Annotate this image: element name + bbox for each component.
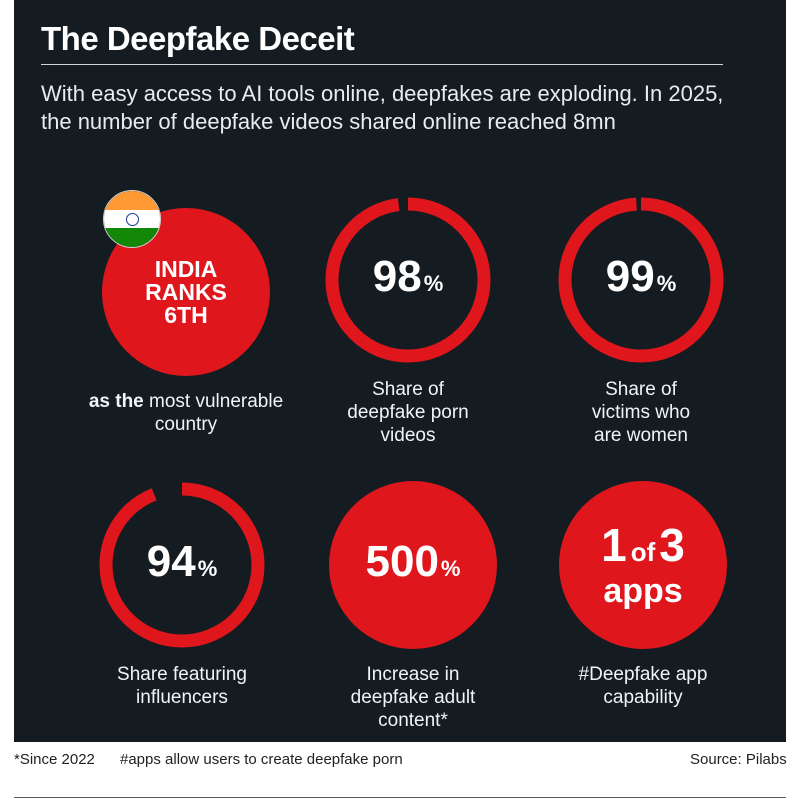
women-share-unit: % xyxy=(656,270,677,296)
stat-women-share: 99% Share of victims who are women xyxy=(536,196,746,447)
women-share-ring: 99% xyxy=(557,196,725,364)
porn-share-number: 98 xyxy=(372,251,422,301)
progress-arc xyxy=(558,197,724,363)
india-rank-caption-text: most vulnerable country xyxy=(143,391,284,435)
app-capability-of: of xyxy=(630,536,656,567)
infographic-panel: The Deepfake Deceit With easy access to … xyxy=(14,0,786,742)
india-rank-caption-bold: as the xyxy=(88,391,144,412)
title-divider xyxy=(41,64,723,65)
stat-influencers-share: 94% Share featuring influencers xyxy=(77,481,287,709)
india-flag-icon xyxy=(103,190,161,248)
stat-app-capability: 1 of3 apps #Deepfake app capability xyxy=(538,481,748,709)
porn-share-value: 98% xyxy=(372,251,444,306)
bottom-divider xyxy=(14,797,786,798)
stat-porn-share: 98% Share of deepfake porn videos xyxy=(303,196,513,447)
india-rank-caption: as the most vulnerable country xyxy=(81,390,291,436)
footnote-since: *Since 2022 xyxy=(14,751,95,768)
adult-increase-caption: Increase in deepfake adult content* xyxy=(350,664,476,731)
progress-arc xyxy=(99,482,265,648)
stat-adult-increase: 500% Increase in deepfake adult content* xyxy=(308,481,518,732)
app-capability-num2: 3 xyxy=(659,518,685,571)
india-rank-line-3: 6TH xyxy=(164,301,208,328)
women-share-number: 99 xyxy=(605,251,655,301)
stat-india-rank: INDIA RANKS 6TH as the most vulnerable c… xyxy=(81,208,291,436)
app-capability-caption: #Deepfake app capability xyxy=(578,664,708,708)
app-capability-num1: 1 xyxy=(601,518,627,571)
page-title: The Deepfake Deceit xyxy=(41,20,355,57)
women-share-ring-graphic xyxy=(558,197,724,363)
source-credit: Source: Pilabs xyxy=(690,751,787,768)
app-capability-ratio: 1 of3 xyxy=(601,522,685,574)
india-rank-line-2: RANKS xyxy=(145,278,227,305)
porn-share-ring-graphic xyxy=(325,197,491,363)
women-share-value: 99% xyxy=(605,251,677,306)
porn-share-unit: % xyxy=(423,270,444,296)
app-capability-apps: apps xyxy=(603,571,683,610)
influencers-share-ring: 94% xyxy=(98,481,266,649)
progress-arc xyxy=(325,197,491,363)
influencers-share-number: 94 xyxy=(146,536,196,586)
porn-share-caption: Share of deepfake porn videos xyxy=(347,379,469,446)
india-rank-line-1: INDIA xyxy=(154,255,218,282)
intro-text: With easy access to AI tools online, dee… xyxy=(41,81,724,134)
porn-share-ring: 98% xyxy=(324,196,492,364)
adult-increase-value: 500% xyxy=(365,536,461,591)
adult-increase-unit: % xyxy=(440,555,461,581)
influencers-share-value: 94% xyxy=(146,536,218,591)
app-capability-circle: 1 of3 apps xyxy=(559,481,727,649)
women-share-caption: Share of victims who are women xyxy=(591,379,691,446)
footnote-apps: #apps allow users to create deepfake por… xyxy=(120,751,403,768)
influencers-share-caption: Share featuring influencers xyxy=(117,664,247,708)
adult-increase-circle: 500% xyxy=(329,481,497,649)
influencers-share-unit: % xyxy=(197,555,218,581)
adult-increase-number: 500 xyxy=(365,536,439,586)
influencers-share-ring-graphic xyxy=(99,482,265,648)
